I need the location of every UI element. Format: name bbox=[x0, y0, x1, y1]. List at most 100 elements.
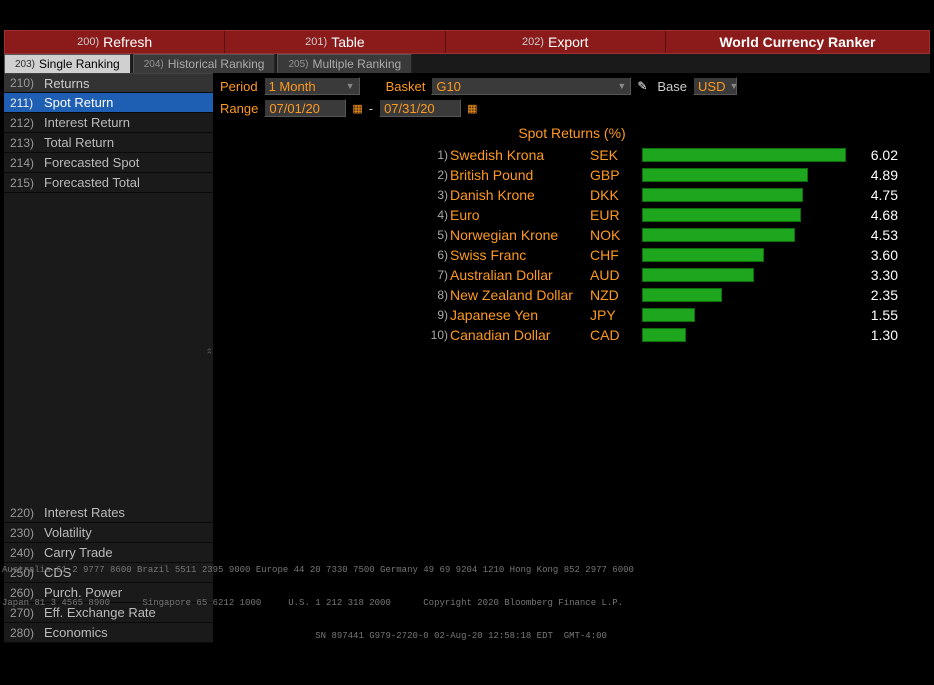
chart-row[interactable]: 2)British PoundGBP4.89 bbox=[220, 165, 924, 185]
row-index: 7) bbox=[220, 268, 450, 282]
sidebar-collapse-handle[interactable] bbox=[4, 193, 213, 503]
row-bar bbox=[642, 228, 795, 242]
row-bar bbox=[642, 288, 722, 302]
toolbar-button-export[interactable]: 202)Export bbox=[446, 31, 666, 53]
row-code: DKK bbox=[590, 187, 642, 203]
toolbar-button-refresh[interactable]: 200)Refresh bbox=[5, 31, 225, 53]
sidebar-item-volatility[interactable]: 230)Volatility bbox=[4, 523, 213, 543]
base-label: Base bbox=[657, 79, 687, 94]
row-bar-track bbox=[642, 147, 852, 163]
range-to-input[interactable]: 07/31/20 bbox=[379, 99, 461, 117]
row-bar bbox=[642, 168, 808, 182]
row-code: NZD bbox=[590, 287, 642, 303]
base-select[interactable]: USD▼ bbox=[693, 77, 737, 95]
sidebar-item-returns[interactable]: 210)Returns bbox=[4, 73, 213, 93]
row-bar-track bbox=[642, 267, 852, 283]
row-code: CHF bbox=[590, 247, 642, 263]
row-name: Danish Krone bbox=[450, 187, 590, 203]
row-bar-track bbox=[642, 287, 852, 303]
chart-row[interactable]: 7)Australian DollarAUD3.30 bbox=[220, 265, 924, 285]
top-toolbar: 200)Refresh201)Table202)ExportWorld Curr… bbox=[4, 30, 930, 54]
row-code: AUD bbox=[590, 267, 642, 283]
chart-title: Spot Returns (%) bbox=[220, 125, 924, 141]
row-bar bbox=[642, 308, 695, 322]
sidebar-item-total-return[interactable]: 213)Total Return bbox=[4, 133, 213, 153]
range-from-input[interactable]: 07/01/20 bbox=[264, 99, 346, 117]
row-index: 5) bbox=[220, 228, 450, 242]
tab-historical-ranking[interactable]: 204)Historical Ranking bbox=[133, 54, 276, 73]
row-code: NOK bbox=[590, 227, 642, 243]
row-bar bbox=[642, 208, 801, 222]
row-name: Japanese Yen bbox=[450, 307, 590, 323]
calendar-icon[interactable]: ▦ bbox=[352, 102, 362, 115]
row-code: EUR bbox=[590, 207, 642, 223]
row-index: 6) bbox=[220, 248, 450, 262]
row-index: 1) bbox=[220, 148, 450, 162]
chevron-down-icon: ▼ bbox=[729, 81, 738, 91]
row-value: 4.53 bbox=[852, 227, 902, 243]
edit-icon[interactable]: ✎ bbox=[637, 79, 647, 93]
title-label: World Currency Ranker bbox=[666, 31, 929, 53]
sidebar-item-forecasted-spot[interactable]: 214)Forecasted Spot bbox=[4, 153, 213, 173]
row-bar bbox=[642, 148, 846, 162]
chart-row[interactable]: 8)New Zealand DollarNZD 2.35 bbox=[220, 285, 924, 305]
row-value: 2.35 bbox=[852, 287, 902, 303]
row-value: 6.02 bbox=[852, 147, 902, 163]
chevron-down-icon: ▼ bbox=[346, 81, 355, 91]
row-bar bbox=[642, 328, 686, 342]
row-name: Swedish Krona bbox=[450, 147, 590, 163]
filter-row-1: Period 1 Month▼ Basket G10▼ ✎ Base USD▼ bbox=[220, 77, 924, 95]
chart-row[interactable]: 3)Danish KroneDKK 4.75 bbox=[220, 185, 924, 205]
sidebar-item-interest-rates[interactable]: 220)Interest Rates bbox=[4, 503, 213, 523]
row-bar-track bbox=[642, 227, 852, 243]
row-code: CAD bbox=[590, 327, 642, 343]
toolbar-button-table[interactable]: 201)Table bbox=[225, 31, 445, 53]
row-bar bbox=[642, 268, 754, 282]
row-index: 8) bbox=[220, 288, 450, 302]
range-separator: - bbox=[369, 101, 373, 116]
chart-row[interactable]: 9)Japanese YenJPY1.55 bbox=[220, 305, 924, 325]
chart-rows: 1)Swedish KronaSEK6.022)British PoundGBP… bbox=[220, 145, 924, 345]
row-bar bbox=[642, 188, 803, 202]
basket-select[interactable]: G10▼ bbox=[431, 77, 631, 95]
row-code: GBP bbox=[590, 167, 642, 183]
basket-label: Basket bbox=[386, 79, 426, 94]
range-label: Range bbox=[220, 101, 258, 116]
row-name: New Zealand Dollar bbox=[450, 287, 590, 303]
row-name: Swiss Franc bbox=[450, 247, 590, 263]
row-value: 3.60 bbox=[852, 247, 902, 263]
row-value: 4.89 bbox=[852, 167, 902, 183]
calendar-icon[interactable]: ▦ bbox=[467, 102, 477, 115]
chart-row[interactable]: 1)Swedish KronaSEK 6.02 bbox=[220, 145, 924, 165]
row-name: Norwegian Krone bbox=[450, 227, 590, 243]
row-bar-track bbox=[642, 307, 852, 323]
row-index: 4) bbox=[220, 208, 450, 222]
row-bar-track bbox=[642, 327, 852, 343]
period-label: Period bbox=[220, 79, 258, 94]
row-bar-track bbox=[642, 187, 852, 203]
period-select[interactable]: 1 Month▼ bbox=[264, 77, 360, 95]
row-index: 3) bbox=[220, 188, 450, 202]
tab-multiple-ranking[interactable]: 205)Multiple Ranking bbox=[277, 54, 412, 73]
tab-single-ranking[interactable]: 203)Single Ranking bbox=[4, 54, 131, 73]
row-name: Australian Dollar bbox=[450, 267, 590, 283]
sidebar-item-spot-return[interactable]: 211)Spot Return bbox=[4, 93, 213, 113]
row-code: SEK bbox=[590, 147, 642, 163]
row-index: 10) bbox=[220, 328, 450, 342]
sidebar-item-forecasted-total[interactable]: 215)Forecasted Total bbox=[4, 173, 213, 193]
chart-row[interactable]: 5)Norwegian KroneNOK 4.53 bbox=[220, 225, 924, 245]
chart-row[interactable]: 10)Canadian DollarCAD 1.30 bbox=[220, 325, 924, 345]
row-name: Canadian Dollar bbox=[450, 327, 590, 343]
row-value: 4.75 bbox=[852, 187, 902, 203]
chart-row[interactable]: 6)Swiss FrancCHF 3.60 bbox=[220, 245, 924, 265]
row-value: 1.30 bbox=[852, 327, 902, 343]
chevron-down-icon: ▼ bbox=[617, 81, 626, 91]
row-value: 1.55 bbox=[852, 307, 902, 323]
row-code: JPY bbox=[590, 307, 642, 323]
footer-status: Australia 61 2 9777 8600 Brazil 5511 239… bbox=[2, 543, 932, 653]
row-bar-track bbox=[642, 207, 852, 223]
tab-strip: 203)Single Ranking204)Historical Ranking… bbox=[4, 54, 930, 73]
sidebar-item-interest-return[interactable]: 212)Interest Return bbox=[4, 113, 213, 133]
row-value: 4.68 bbox=[852, 207, 902, 223]
chart-row[interactable]: 4)EuroEUR4.68 bbox=[220, 205, 924, 225]
